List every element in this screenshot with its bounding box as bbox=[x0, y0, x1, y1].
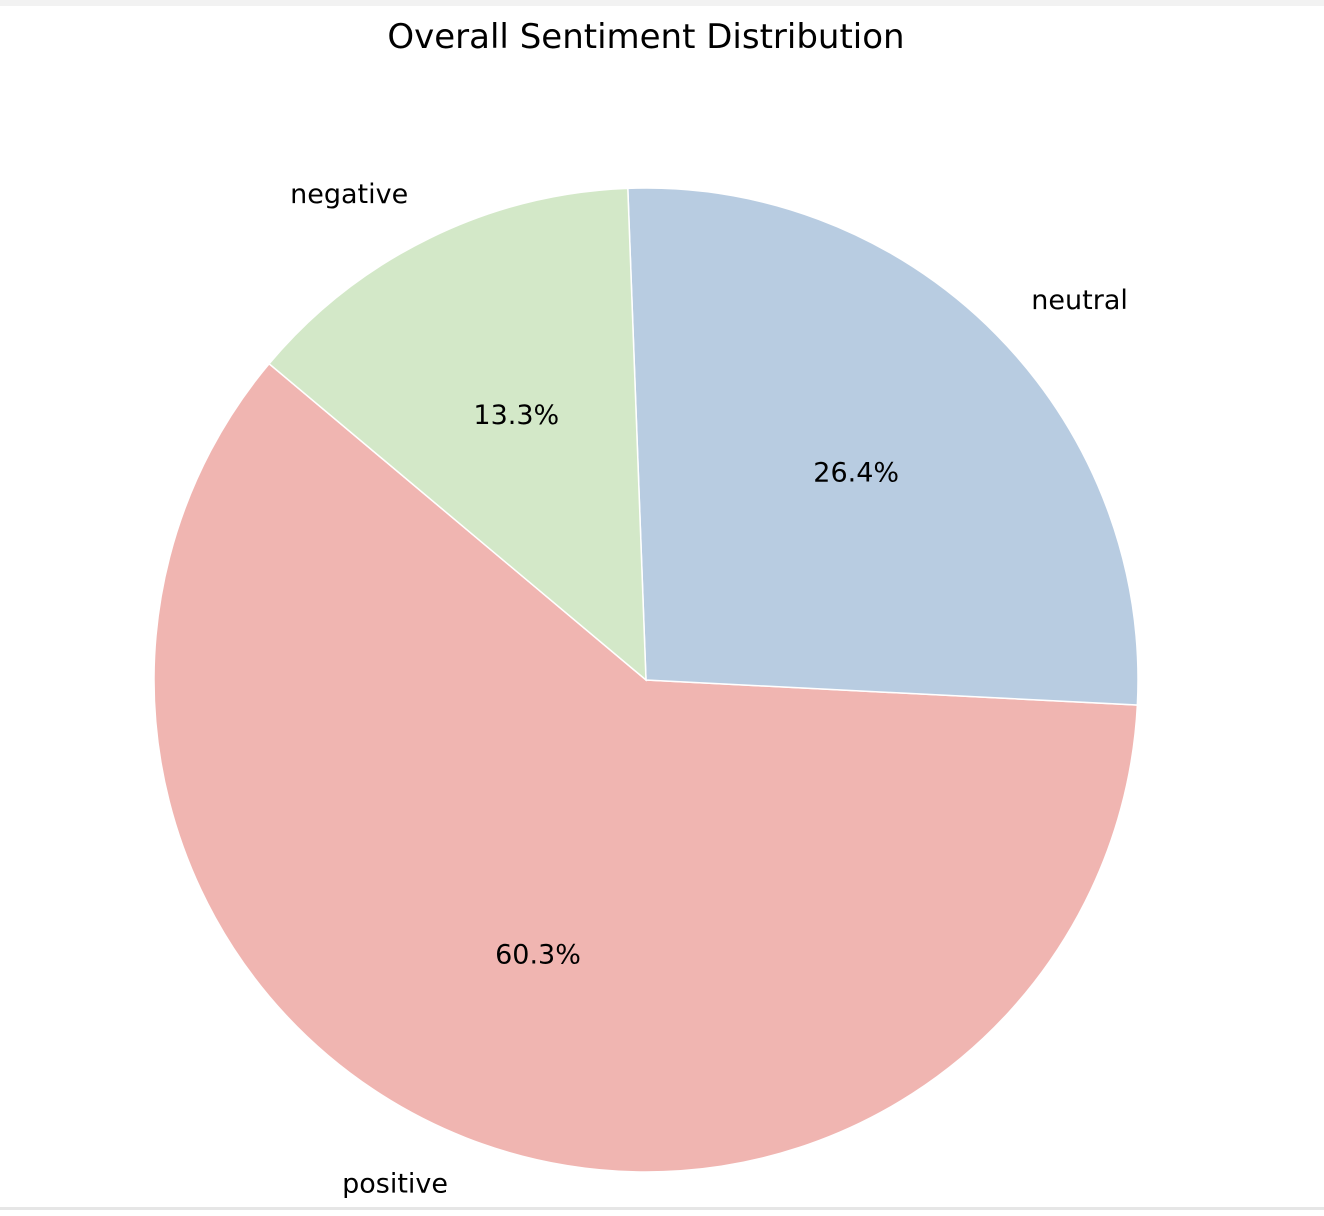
pie-percent-negative: 13.3% bbox=[473, 400, 559, 431]
pie-chart: Overall Sentiment Distribution positive 6… bbox=[153, 17, 1139, 1200]
pie-slice-positive bbox=[153, 362, 1139, 1173]
pie-slice-neutral bbox=[627, 187, 1139, 706]
pie-percent-positive: 60.3% bbox=[495, 940, 581, 971]
chart-title: Overall Sentiment Distribution bbox=[387, 17, 904, 57]
pie-percent-neutral: 26.4% bbox=[813, 458, 899, 489]
pie-label-negative: negative bbox=[290, 179, 408, 210]
pie-labels: positive 60.3% neutral 26.4% negative 13.3% bbox=[290, 179, 1128, 1200]
pie-label-neutral: neutral bbox=[1031, 285, 1128, 316]
pie-label-positive: positive bbox=[342, 1169, 448, 1200]
pie-slice-negative bbox=[268, 187, 647, 682]
pie-slices bbox=[153, 187, 1139, 1173]
